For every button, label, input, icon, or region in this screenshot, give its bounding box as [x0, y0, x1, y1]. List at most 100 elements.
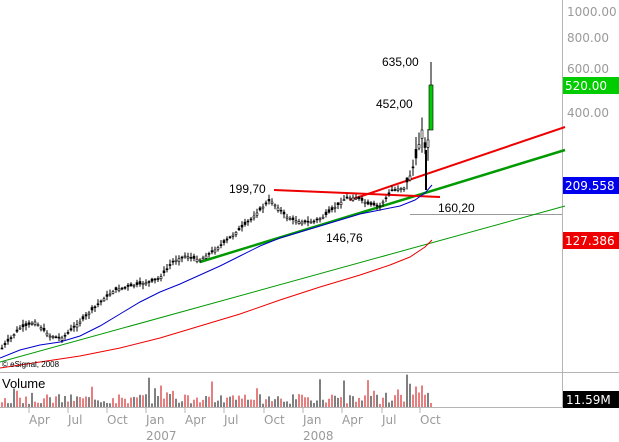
candle-body: [102, 298, 106, 302]
candle-body: [15, 329, 19, 332]
candle-body: [66, 332, 70, 334]
candle-body: [381, 201, 385, 204]
candle-body: [243, 221, 247, 225]
candle-body: [405, 177, 409, 183]
candle-body: [12, 334, 16, 337]
candle-body: [261, 206, 265, 209]
candle-body: [234, 232, 238, 235]
badge-ma-red: [563, 232, 619, 249]
candle-body: [75, 324, 79, 328]
candle-body: [423, 142, 427, 148]
candle-body: [428, 84, 434, 131]
candle-body: [84, 314, 88, 317]
candle-body: [9, 337, 13, 339]
candle-body: [270, 201, 274, 204]
candle-body: [57, 336, 61, 339]
candle-body: [177, 258, 181, 262]
candle-body: [42, 327, 46, 331]
candle-body: [3, 343, 7, 345]
volume-title: Volume: [2, 376, 45, 391]
candle-body: [255, 212, 259, 216]
candle-body: [375, 204, 379, 207]
candle-body: [336, 202, 340, 206]
candle-body: [135, 282, 139, 285]
candle-body: [219, 244, 223, 246]
candle-body: [303, 220, 307, 223]
candle-body: [87, 312, 91, 315]
candle-body: [183, 255, 187, 258]
month-label: Oct: [420, 413, 441, 427]
candle-body: [306, 220, 310, 223]
candle-body: [276, 207, 280, 211]
trendline-red-channel: [349, 126, 566, 201]
resistance-line-red: [273, 189, 441, 198]
moving-average-blue: [0, 184, 433, 359]
badge-volume-label: 11.59M: [566, 393, 611, 407]
candle-body: [273, 204, 277, 207]
candle-body: [36, 324, 40, 327]
candle-body: [414, 149, 418, 159]
candle-body: [174, 259, 178, 262]
candle-body: [348, 197, 352, 200]
candle-body: [78, 321, 82, 324]
annotation-452: 452,00: [376, 97, 413, 111]
candle-body: [72, 325, 76, 328]
candle-body: [384, 197, 388, 200]
candle-body: [96, 303, 100, 306]
candle-body: [117, 288, 121, 291]
badge-ma-red-label: 127.386: [565, 234, 615, 248]
candle-body: [363, 201, 367, 204]
candle-body: [81, 316, 85, 320]
candle-body: [369, 202, 373, 205]
candle-body: [360, 197, 364, 201]
candle-body: [6, 338, 10, 342]
candle-body: [393, 189, 397, 191]
candle-body: [204, 255, 208, 259]
candle-body: [258, 207, 262, 211]
candle-body: [351, 197, 355, 201]
candle-body: [60, 337, 64, 341]
month-label: Jan: [145, 413, 165, 427]
candle-body: [339, 201, 343, 205]
candle-body: [231, 234, 235, 237]
candle-body: [33, 321, 37, 325]
month-label: Apr: [185, 413, 206, 427]
annotation-199: 199,70: [229, 182, 266, 196]
candle-body: [180, 256, 184, 259]
candle-body: [354, 197, 358, 200]
candle-body: [240, 224, 244, 228]
candle-body: [105, 294, 109, 297]
candle-body: [228, 236, 232, 239]
month-label: Oct: [107, 413, 128, 427]
candle-body: [420, 129, 424, 139]
month-label: Apr: [342, 413, 363, 427]
price-tick-label: 400.00: [567, 106, 609, 120]
candle-body: [192, 255, 196, 259]
candle-body: [120, 287, 124, 290]
annotation-146: 146,76: [326, 231, 363, 245]
candle-body: [171, 260, 175, 263]
candle-body: [330, 207, 334, 211]
candle-body: [294, 220, 298, 223]
candle-body: [198, 259, 202, 262]
candle-body: [63, 334, 67, 337]
candle-body: [51, 336, 55, 338]
copyright-label: © eSignal, 2008: [2, 360, 60, 369]
candle-body: [99, 300, 103, 303]
candle-body: [357, 197, 361, 199]
month-label: Oct: [264, 413, 285, 427]
candle-body: [162, 270, 166, 273]
candle-body: [90, 307, 94, 311]
candle-body: [300, 221, 304, 225]
candle-body: [426, 139, 430, 148]
candle-body: [318, 218, 322, 221]
candle-body: [186, 256, 190, 259]
candle-body: [165, 268, 169, 271]
candle-body: [333, 206, 337, 209]
month-label: Apr: [29, 413, 50, 427]
month-label: Jul: [223, 413, 238, 427]
candle-body: [372, 202, 376, 206]
candle-body: [309, 221, 313, 224]
badge-ma-blue: [563, 177, 619, 194]
candle-body: [282, 211, 286, 215]
